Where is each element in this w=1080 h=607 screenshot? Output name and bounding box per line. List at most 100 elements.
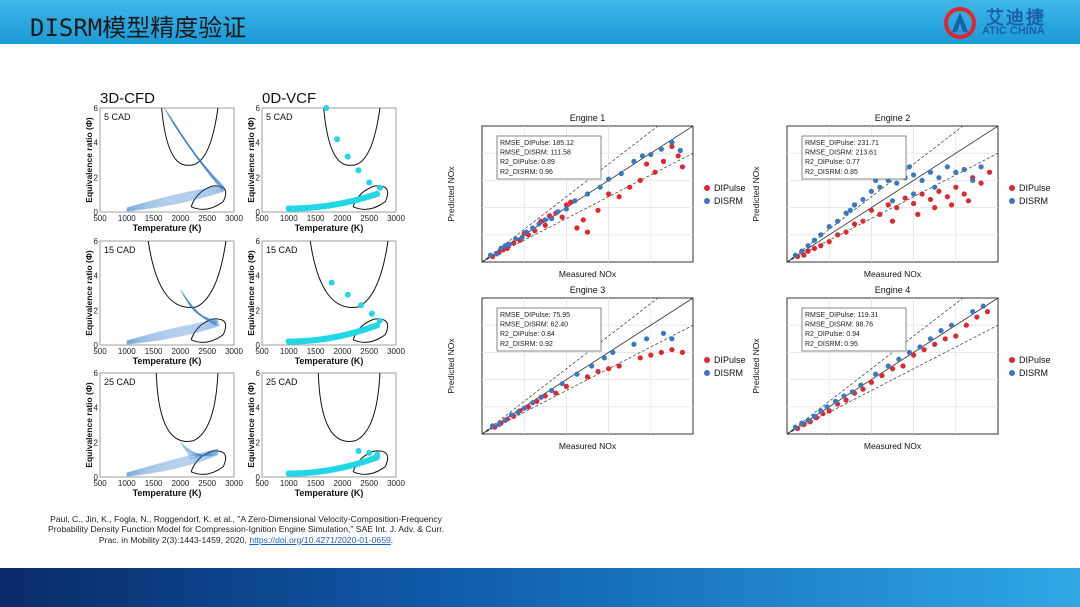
y-tick-label: 0: [256, 341, 261, 350]
column-header-cfd: 3D-CFD: [100, 90, 155, 107]
stats-line: RMSE_DISRM: 213.61: [805, 150, 877, 157]
data-point-dipulse: [498, 420, 504, 426]
data-point-dipulse: [679, 164, 686, 170]
cfd-scatter-band: [126, 118, 225, 210]
data-point-disrm: [572, 198, 578, 204]
phi-panel-0d-vcf-2: 15 CAD 500 1000 1500 2000 2500 3000 0 2 4 6 Tempera…: [246, 237, 405, 366]
data-point-dipulse: [986, 169, 993, 175]
data-point-disrm: [669, 336, 675, 342]
data-point-disrm: [877, 184, 883, 190]
lower-band-line: [786, 324, 999, 435]
vcf-particle: [373, 190, 381, 198]
data-point-dipulse: [801, 421, 807, 428]
doi-link[interactable]: https://doi.org/10.4271/2020-01-0659: [249, 534, 391, 545]
data-point-disrm: [669, 139, 675, 145]
data-point-disrm: [498, 245, 504, 251]
panel-cad-label: 15 CAD: [266, 245, 298, 255]
data-point-disrm: [835, 218, 841, 224]
data-point-disrm: [851, 202, 858, 208]
legend-label: DIPulse: [1019, 183, 1051, 193]
data-point-dipulse: [889, 218, 896, 224]
data-point-disrm: [519, 234, 525, 241]
data-point-dipulse: [538, 218, 544, 224]
data-point-dipulse: [820, 411, 826, 417]
y-tick-label: 2: [94, 306, 99, 315]
data-point-disrm: [824, 404, 830, 410]
data-point-dipulse: [900, 363, 906, 369]
footer-bar: [0, 568, 1080, 607]
lower-band-line: [481, 152, 694, 263]
flame-boundary-curve: [317, 372, 381, 442]
data-point-dipulse: [835, 232, 841, 238]
data-point-disrm: [610, 349, 616, 355]
data-point-dipulse: [860, 386, 866, 392]
data-point-disrm: [843, 210, 849, 216]
y-axis-label: Predicted NOx: [751, 166, 761, 222]
vcf-particle: [366, 449, 373, 456]
company-logo: 艾迪捷 ATIC CHINA: [942, 4, 1052, 42]
column-header-vcf: 0D-VCF: [262, 90, 317, 107]
stats-line: RMSE_DISRM: 111.58: [500, 150, 571, 157]
engine-chart-1: RMSE_DIPulse: 185.12 RMSE_DISRM: 111.58 R2…: [446, 113, 746, 279]
data-point-dipulse: [553, 390, 559, 396]
data-point-dipulse: [826, 408, 832, 414]
data-point-dipulse: [660, 158, 667, 164]
data-point-disrm: [530, 225, 536, 231]
x-axis-label: Temperature (K): [133, 223, 202, 233]
x-tick-label: 1500: [145, 479, 163, 488]
data-point-dipulse: [595, 368, 601, 375]
data-point-dipulse: [953, 184, 959, 190]
y-tick-label: 6: [256, 369, 261, 378]
parity-line: [481, 125, 694, 263]
legend-label: DIPulse: [714, 355, 746, 365]
plot-area: [481, 125, 694, 263]
cfd-scatter-band: [126, 444, 219, 477]
phi-panel-0d-vcf-3: 25 CAD 500 1000 1500 2000 2500 3000 0 2 4 6 Tempera…: [246, 369, 405, 498]
x-tick-label: 1000: [280, 479, 298, 488]
upper-band-line: [481, 125, 659, 263]
x-tick-label: 1000: [118, 479, 136, 488]
x-axis-label: Measured NOx: [864, 441, 922, 451]
data-point-dipulse: [936, 188, 942, 194]
cfd-scatter-band: [126, 441, 219, 477]
x-tick-label: 3000: [225, 347, 243, 356]
chart-title: Engine 3: [570, 285, 606, 295]
y-axis-label: Predicted NOx: [446, 338, 456, 394]
data-point-disrm: [502, 243, 508, 249]
data-point-dipulse: [927, 196, 934, 203]
data-point-disrm: [896, 356, 902, 362]
data-point-disrm: [792, 252, 799, 258]
x-tick-label: 1000: [118, 347, 136, 356]
data-point-dipulse: [944, 194, 950, 200]
header-bar: DISRM模型精度验证 艾迪捷 ATIC CHINA: [0, 0, 1080, 44]
citation-text: Paul, C., Jin, K., Fogla, N., Roggendorf…: [48, 514, 444, 545]
flame-boundary-curve: [309, 240, 389, 308]
data-point-disrm: [978, 164, 984, 170]
data-point-dipulse: [563, 202, 570, 208]
plot-area: [786, 297, 999, 435]
y-tick-label: 2: [94, 438, 99, 447]
data-point-dipulse: [860, 218, 866, 224]
stats-line: RMSE_DISRM: 62.40: [500, 322, 568, 329]
data-point-disrm: [894, 180, 900, 186]
x-tick-label: 2500: [198, 479, 216, 488]
soot-region-curve: [190, 318, 227, 343]
data-point-dipulse: [911, 200, 917, 207]
x-tick-label: 500: [93, 214, 107, 223]
x-tick-label: 500: [93, 347, 107, 356]
data-point-dipulse: [542, 393, 548, 399]
flame-boundary-curve: [147, 240, 227, 308]
data-point-disrm: [938, 328, 944, 334]
x-tick-label: 2500: [198, 214, 216, 223]
vcf-particle: [374, 451, 381, 458]
y-tick-label: 0: [94, 208, 99, 217]
logo-english-text: ATIC CHINA: [982, 25, 1045, 37]
data-point-disrm: [549, 387, 555, 394]
stats-line: RMSE_DIPulse: 119.31: [805, 312, 879, 319]
data-point-disrm: [970, 177, 976, 183]
cfd-scatter-band: [126, 115, 225, 211]
data-point-disrm: [555, 209, 561, 215]
y-tick-label: 2: [256, 438, 261, 447]
data-point-disrm: [494, 251, 500, 257]
